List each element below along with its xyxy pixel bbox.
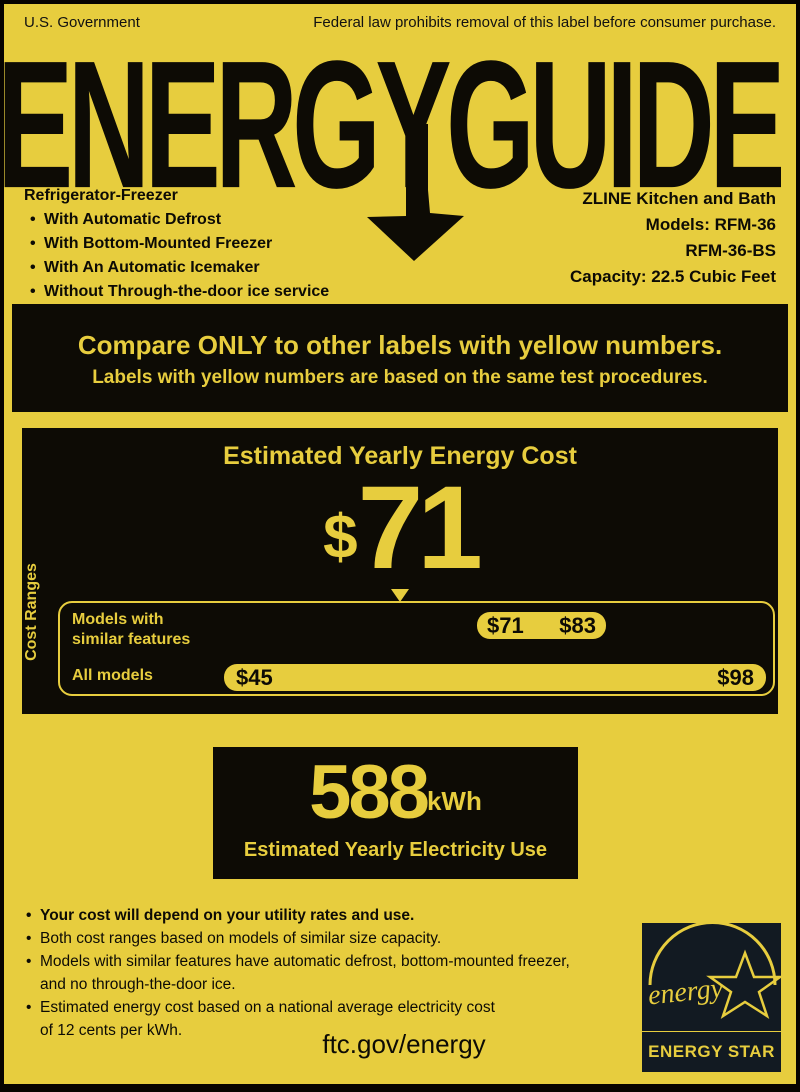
svg-text:energy: energy (647, 973, 726, 1012)
